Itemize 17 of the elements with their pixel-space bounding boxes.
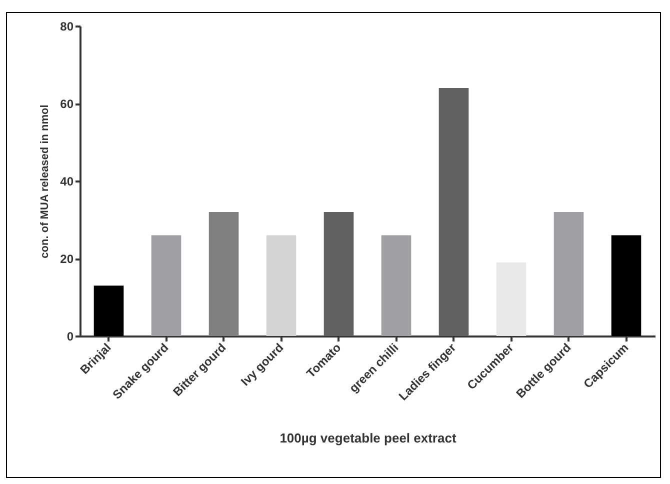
bar <box>438 88 469 336</box>
bar <box>324 212 354 336</box>
y-tick-label: 20 <box>60 252 74 266</box>
bar <box>266 235 296 336</box>
y-tick-label: 0 <box>66 330 74 344</box>
bar <box>611 235 642 336</box>
y-tick-label: 60 <box>60 97 74 111</box>
bar <box>381 235 412 336</box>
bar <box>94 286 124 336</box>
bar <box>554 212 584 336</box>
x-axis-title: 100µg vegetable peel extract <box>280 430 457 446</box>
bar <box>496 262 526 336</box>
y-tick-label: 80 <box>60 20 74 34</box>
y-axis-title: con. of MUA released in nmol <box>39 104 52 258</box>
bar <box>151 235 182 336</box>
y-tick-label: 40 <box>60 174 74 188</box>
bar <box>208 212 239 336</box>
